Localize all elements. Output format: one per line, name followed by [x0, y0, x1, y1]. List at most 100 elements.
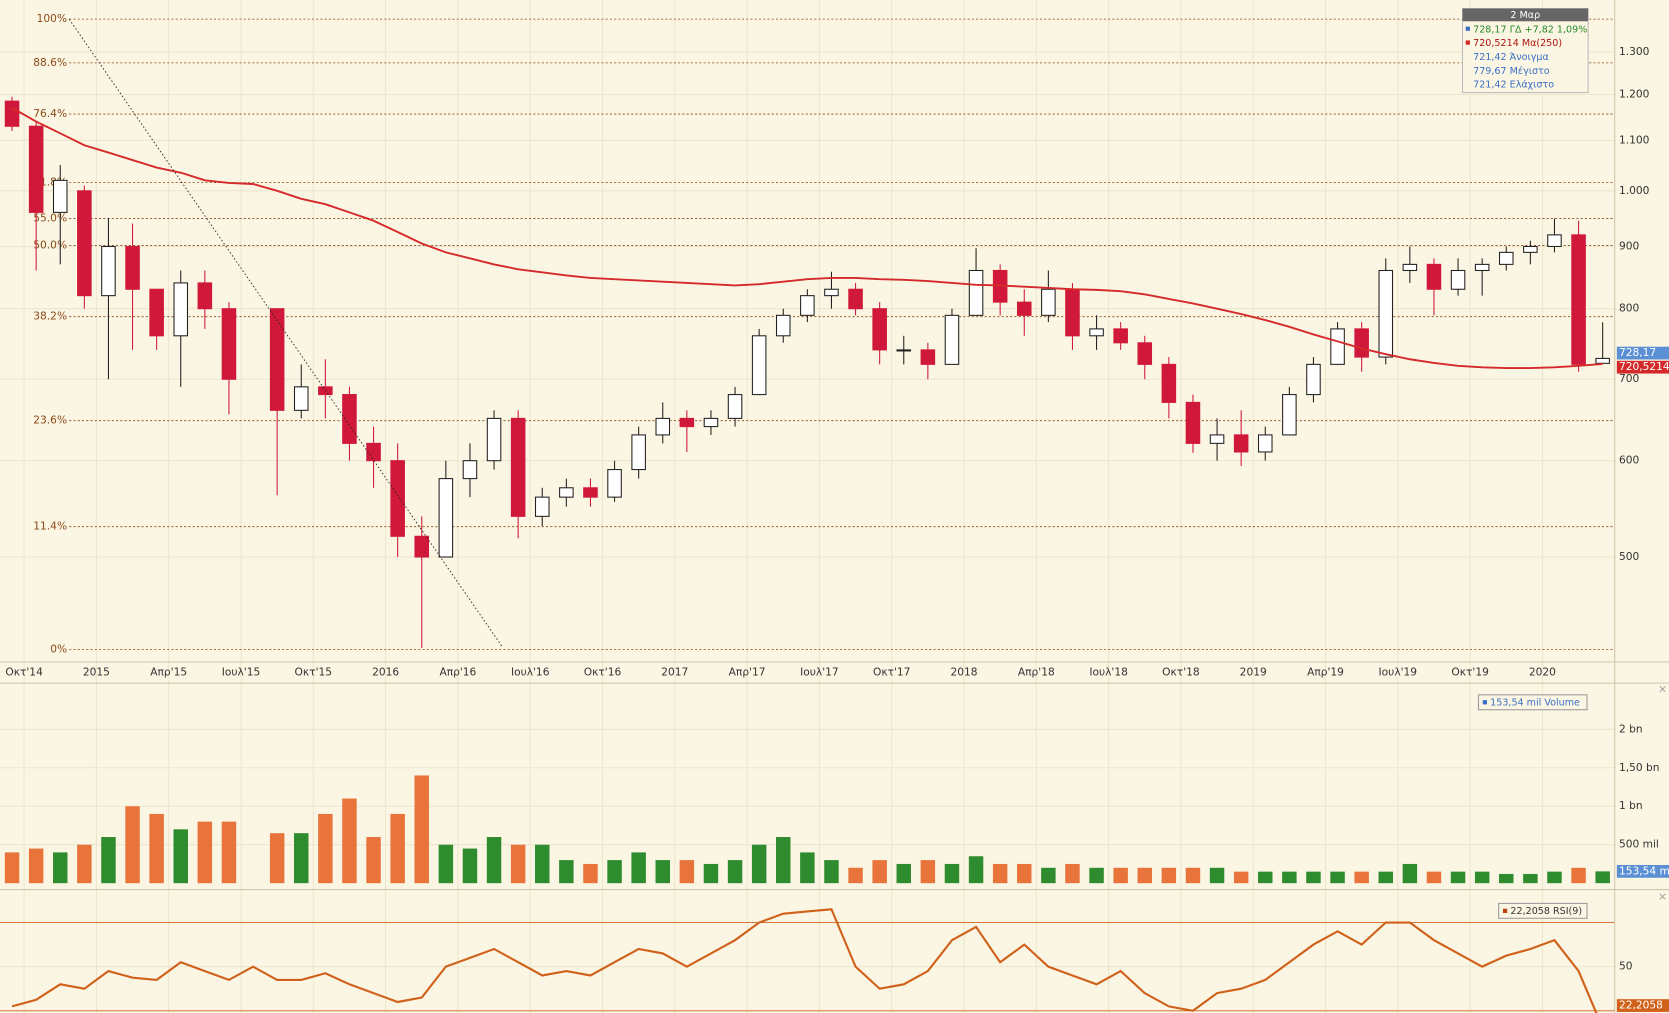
candle-body	[703, 417, 719, 428]
volume-legend-text: 153,54 mil Volume	[1490, 697, 1580, 708]
volume-bar	[486, 837, 502, 884]
volume-bar	[366, 837, 381, 884]
candle-body	[1595, 357, 1610, 364]
candle-body	[1450, 269, 1466, 290]
legend-low: 721,42 Ελάχιστο	[1473, 80, 1554, 91]
candle-body	[920, 349, 936, 365]
candle-body	[269, 308, 285, 411]
volume-bar	[992, 863, 1008, 884]
legend-swatch	[1465, 40, 1470, 45]
candle-body	[1233, 434, 1249, 453]
close-button[interactable]: ×	[1658, 683, 1667, 696]
volume-bar	[1065, 863, 1080, 884]
candle-body	[462, 460, 478, 480]
legend-frame	[1477, 694, 1588, 711]
fib-label: 50.0%	[33, 238, 67, 251]
candle-body	[197, 282, 213, 310]
x-tick-label: Απρ'19	[1307, 665, 1344, 678]
volume-bar	[1474, 871, 1490, 884]
volume-bar	[872, 860, 887, 884]
x-tick-label: Ιουλ'18	[1089, 665, 1128, 678]
volume-bar	[438, 844, 454, 884]
candle-body	[607, 469, 622, 498]
legend-header	[1462, 8, 1589, 22]
volume-bar	[221, 821, 237, 884]
volume-bar	[679, 860, 695, 884]
volume-bar	[1041, 867, 1056, 884]
candle-body	[1306, 363, 1321, 396]
y-tick-label: 1,50 bn	[1619, 761, 1660, 774]
legend-ma: 720,5214 Μα(250)	[1473, 38, 1562, 49]
y-tick-label: 600	[1619, 454, 1640, 467]
rsi-legend: 22,2058 RSI(9)	[1498, 902, 1588, 919]
candle-body	[486, 417, 502, 462]
candle-body	[896, 349, 912, 352]
candle-body	[28, 125, 44, 213]
legend-close: 728,17 ΓΔ +7,82 1,09%	[1473, 24, 1587, 35]
volume-legend: 153,54 mil Volume	[1477, 694, 1588, 711]
volume-bar	[607, 860, 622, 884]
legend-swatch	[1482, 700, 1487, 705]
candle-body	[1474, 263, 1490, 272]
candle-body	[1354, 328, 1369, 358]
volume-bar	[1282, 871, 1297, 884]
volume-bar	[342, 798, 357, 884]
value-tag-text: 22,2058	[1619, 999, 1663, 1012]
candle-body	[1330, 328, 1345, 365]
candle-body	[4, 100, 20, 127]
fib-label: 55.0%	[33, 211, 67, 224]
candle-body	[390, 460, 405, 537]
volume-bar	[101, 837, 116, 884]
close-button[interactable]: ×	[1658, 890, 1667, 903]
y-tick-label: 900	[1619, 239, 1640, 252]
candle-body	[1523, 245, 1538, 253]
legend-frame	[1461, 7, 1589, 94]
candle-body	[1257, 434, 1273, 453]
candle-body	[149, 288, 164, 337]
volume-bar	[173, 829, 188, 884]
x-tick-label: Οκτ'15	[295, 665, 332, 678]
value-tag	[1616, 346, 1669, 360]
volume-bar	[1595, 871, 1610, 884]
candle-body	[1016, 301, 1032, 316]
volume-bar	[1499, 873, 1514, 884]
candle-body	[438, 478, 454, 558]
candle-body	[1378, 269, 1394, 358]
volume-bar	[703, 863, 719, 884]
value-tag-text: 720,5214	[1619, 360, 1669, 373]
volume-bar	[848, 867, 863, 884]
volume-bar	[920, 860, 936, 884]
candle-body	[1426, 263, 1442, 290]
y-tick-label: 2 bn	[1619, 722, 1643, 735]
candle-body	[1402, 263, 1418, 272]
x-tick-label: 2015	[83, 665, 110, 678]
candle-body	[293, 386, 309, 411]
candle-body	[727, 394, 743, 419]
value-tag-text: 153,54 mil	[1619, 864, 1669, 877]
candle-body	[125, 245, 140, 290]
volume-bar	[4, 852, 20, 884]
candle-body	[221, 308, 237, 380]
candle-body	[775, 314, 791, 337]
value-tag	[1616, 999, 1669, 1012]
volume-bar	[1354, 871, 1369, 884]
volume-bar	[390, 813, 405, 884]
candle-body	[1547, 234, 1562, 248]
candle-body	[77, 190, 92, 297]
x-tick-label: Απρ'17	[729, 665, 766, 678]
volume-bar	[149, 813, 164, 884]
volume-bar	[28, 848, 44, 884]
rsi-legend-text: 22,2058 RSI(9)	[1510, 906, 1582, 917]
candle-body	[366, 442, 381, 462]
candle-body	[848, 288, 863, 310]
volume-bar	[125, 806, 140, 884]
legend-frame	[1498, 902, 1588, 919]
volume-bar	[510, 844, 526, 884]
x-tick-label: Ιουλ'19	[1379, 665, 1418, 678]
candle-body	[631, 434, 646, 471]
volume-bar	[197, 821, 213, 884]
volume-bar	[77, 844, 92, 884]
x-tick-label: 2020	[1529, 665, 1556, 678]
volume-bar	[944, 863, 960, 884]
